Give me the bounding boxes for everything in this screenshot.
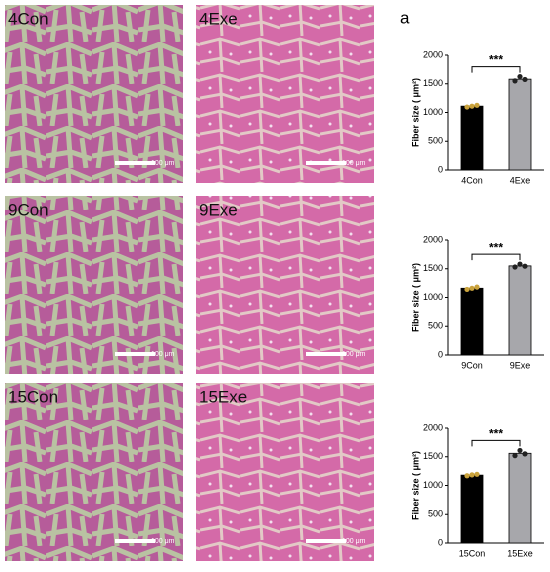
data-point <box>464 473 470 479</box>
panel-label: 4Con <box>8 9 49 28</box>
scale-label: 100 μm <box>151 538 175 545</box>
data-point <box>464 104 470 110</box>
data-point <box>464 286 470 293</box>
bar <box>508 78 532 171</box>
x-tick-label: 4Con <box>461 175 483 185</box>
scale-label: 100 μm <box>151 351 175 358</box>
y-tick-label: 1000 <box>423 480 443 490</box>
y-tick-label: 1000 <box>423 107 443 117</box>
panel-label: 15Con <box>8 387 58 406</box>
figure-label: a <box>400 8 410 27</box>
data-point <box>517 73 523 80</box>
histology-image <box>5 5 183 183</box>
y-tick-label: 2000 <box>423 49 443 59</box>
bar <box>460 287 484 356</box>
data-point <box>474 284 480 290</box>
scale-bar <box>115 161 155 165</box>
y-tick-label: 2000 <box>423 422 443 432</box>
scale-label: 100 μm <box>342 160 366 167</box>
data-point <box>517 447 523 454</box>
scale-label: 100 μm <box>342 538 366 545</box>
y-tick-label: 0 <box>438 349 443 359</box>
y-tick-label: 1500 <box>423 78 443 88</box>
x-tick-label: 9Exe <box>510 360 531 370</box>
significance-bracket <box>471 66 521 73</box>
scale-label: 100 μm <box>342 351 366 358</box>
histology-image <box>196 5 374 183</box>
histology-image <box>196 196 374 374</box>
y-tick-label: 0 <box>438 537 443 547</box>
x-tick-label: 15Con <box>459 548 486 558</box>
scale-bar <box>115 352 155 356</box>
y-tick-label: 500 <box>428 321 443 331</box>
y-tick-label: 500 <box>428 136 443 146</box>
bar <box>460 105 484 171</box>
data-point <box>469 103 475 109</box>
data-point <box>522 451 528 457</box>
bar <box>508 265 532 356</box>
panel-label: 4Exe <box>199 9 238 28</box>
y-tick-label: 1000 <box>423 292 443 302</box>
data-point <box>512 453 518 459</box>
histology-image <box>5 196 183 374</box>
scale-bar <box>115 539 155 543</box>
data-point <box>474 471 480 477</box>
data-point <box>512 264 518 270</box>
y-axis-label: Fiber size ( μm²) <box>410 78 420 147</box>
x-tick-label: 4Exe <box>510 175 531 185</box>
scale-bar <box>306 539 346 543</box>
x-tick-label: 9Con <box>461 360 483 370</box>
significance-bracket <box>471 439 521 447</box>
data-point <box>522 263 528 269</box>
panel-label: 9Con <box>8 200 49 219</box>
y-axis-label: Fiber size ( μm²) <box>410 451 420 520</box>
data-point <box>517 261 523 267</box>
y-tick-label: 500 <box>428 509 443 519</box>
bar <box>508 452 532 544</box>
y-tick-label: 0 <box>438 164 443 174</box>
scale-label: 100 μm <box>151 160 175 167</box>
histology-image <box>196 383 374 561</box>
x-tick-label: 15Exe <box>507 548 533 558</box>
significance-label: *** <box>489 53 503 67</box>
y-tick-label: 1500 <box>423 451 443 461</box>
data-point <box>469 472 475 478</box>
data-point <box>469 285 475 291</box>
y-axis-label: Fiber size ( μm²) <box>410 263 420 332</box>
significance-label: *** <box>489 240 503 254</box>
y-tick-label: 1500 <box>423 263 443 273</box>
scale-bar <box>306 161 346 165</box>
bar <box>460 474 484 544</box>
data-point <box>512 78 518 84</box>
scale-bar <box>306 352 346 356</box>
significance-bracket <box>471 253 521 261</box>
histology-image <box>5 383 183 561</box>
panel-label: 15Exe <box>199 387 247 406</box>
significance-label: *** <box>489 427 503 441</box>
data-point <box>474 102 480 108</box>
data-point <box>522 76 528 83</box>
y-tick-label: 2000 <box>423 234 443 244</box>
panel-label: 9Exe <box>199 200 238 219</box>
